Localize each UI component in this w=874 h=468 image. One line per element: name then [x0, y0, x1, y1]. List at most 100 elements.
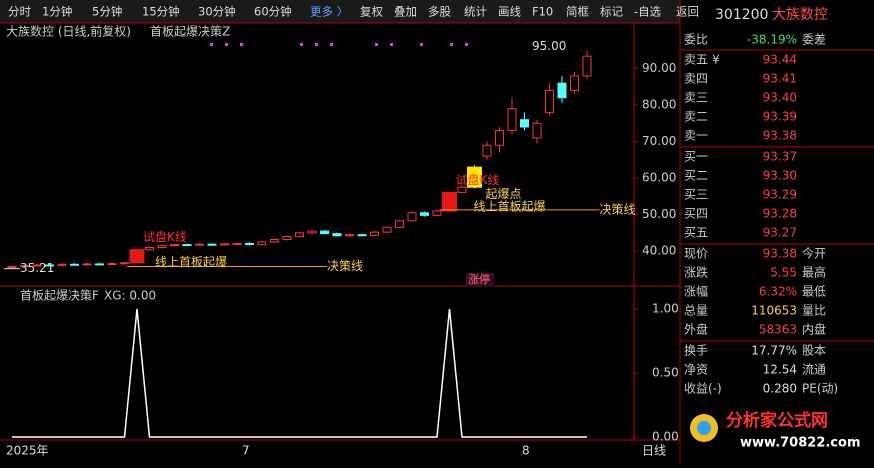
candle-body: [495, 130, 504, 146]
candle-body: [295, 232, 304, 238]
ask-label: 卖三: [684, 91, 708, 105]
y-tick-label: 40.00: [642, 244, 676, 258]
ask-price: 93.44: [763, 53, 797, 67]
y-tick-label: 50.00: [642, 207, 676, 221]
x-label: 2025年: [6, 444, 49, 458]
stat-label: 内盘: [802, 322, 826, 337]
ask-mark: ¥: [712, 53, 720, 67]
bid-price: 93.29: [763, 188, 797, 202]
ask-label: 卖二: [684, 110, 708, 124]
candle-body: [545, 89, 554, 113]
bid-label: 买五: [684, 226, 708, 240]
bid-label: 买三: [684, 188, 708, 202]
chart-subtitle: 首板起爆决策Z: [150, 25, 230, 39]
y-tick-label: 70.00: [642, 134, 676, 148]
toolbar-tab[interactable]: 统计: [464, 5, 487, 19]
candle-body: [582, 55, 592, 77]
toolbar-tab[interactable]: 15分钟: [142, 5, 180, 19]
candle-body: [232, 242, 242, 245]
toolbar-tab[interactable]: 更多 〉: [310, 5, 348, 19]
stat-label: 最低: [802, 285, 826, 299]
toolbar: [0, 0, 680, 23]
candle-body: [95, 263, 104, 266]
x-label: 7: [242, 444, 250, 458]
toolbar-tab[interactable]: 30分钟: [198, 5, 236, 19]
candle-body: [270, 238, 279, 243]
candle-body: [570, 75, 579, 91]
badge-bg: [466, 273, 494, 287]
stat-label: 量比: [802, 304, 826, 318]
high-label: 95.00: [532, 39, 566, 53]
low-label: 35.21: [20, 261, 54, 275]
watermark-title: 分析家公式网: [726, 410, 828, 431]
toolbar-tab[interactable]: 画线: [498, 5, 521, 19]
toolbar-tab[interactable]: 返回: [676, 5, 699, 19]
ask-label: 卖四: [684, 72, 708, 86]
label: 委比: [684, 33, 708, 47]
stat-label: 收益(-): [684, 382, 722, 396]
stat-value: 110653: [751, 304, 797, 318]
candle-body: [442, 191, 457, 212]
candle-body: [120, 262, 129, 265]
marker-dot: [315, 43, 318, 46]
bid-label: 买四: [684, 207, 708, 221]
marker-dot: [465, 43, 468, 46]
toolbar-tab[interactable]: 5分钟: [92, 5, 122, 19]
marker-dot: [300, 43, 303, 46]
candle-body: [457, 186, 467, 193]
marker-dot: [240, 43, 243, 46]
x-label: 8: [522, 444, 530, 458]
indicator-line: [12, 308, 587, 438]
candle-body: [520, 119, 529, 128]
toolbar-tab[interactable]: F10: [532, 5, 553, 19]
toolbar-tab[interactable]: 复权: [360, 5, 383, 19]
stat-value: 6.32%: [759, 285, 797, 299]
candle-body: [482, 144, 492, 157]
bid-price: 93.30: [763, 169, 797, 183]
toolbar-tab[interactable]: 1分钟: [42, 5, 72, 19]
candle-body: [20, 265, 29, 268]
stat-label: 涨幅: [684, 284, 708, 299]
stat-label: 现价: [684, 247, 708, 261]
candle-body: [307, 230, 317, 234]
y-tick-label: 80.00: [642, 98, 676, 112]
candle-body: [157, 245, 167, 248]
toolbar-tab[interactable]: -自选: [634, 5, 662, 19]
stat-label: 流通: [802, 363, 826, 377]
signal-note: 试盘K线: [456, 172, 500, 187]
decision-label: 决策线: [327, 259, 363, 273]
ask-price: 93.39: [763, 110, 797, 124]
candle-body: [207, 243, 217, 246]
candle-body: [332, 233, 342, 237]
candle-body: [357, 234, 367, 237]
candle-body: [170, 244, 179, 247]
stat-label: 换手: [684, 344, 708, 358]
stat-value: 58363: [759, 323, 797, 337]
stock-code: 301200: [715, 7, 768, 23]
stock-name: 大族数控: [772, 7, 828, 23]
marker-dot: [330, 43, 333, 46]
toolbar-tab[interactable]: 简框: [566, 5, 589, 19]
toolbar-tab[interactable]: 多股: [428, 5, 451, 19]
ask-label: 卖一: [684, 129, 708, 143]
toolbar-tab[interactable]: 60分钟: [254, 5, 292, 19]
indicator-value: XG: 0.00: [104, 289, 156, 303]
logo: [697, 421, 711, 435]
toolbar-tab[interactable]: 叠加: [394, 5, 417, 19]
stat-label: PE(动): [802, 382, 838, 396]
y-tick-label: 1.00: [652, 302, 679, 316]
marker-dot: [450, 43, 453, 46]
breakout-label: 线上首板起爆: [155, 255, 227, 269]
candle-body: [282, 236, 292, 240]
y-tick-label: 60.00: [642, 171, 676, 185]
candle-body: [407, 212, 417, 222]
candle-body: [320, 230, 329, 235]
toolbar-tab[interactable]: 分时: [8, 5, 31, 19]
y-tick-label: 0.00: [652, 430, 679, 444]
toolbar-tab[interactable]: 标记: [600, 5, 623, 19]
y-tick-label: 0.50: [652, 366, 679, 380]
marker-dot: [420, 43, 423, 46]
candle-body: [557, 82, 567, 99]
x-label: 日线: [642, 444, 666, 458]
